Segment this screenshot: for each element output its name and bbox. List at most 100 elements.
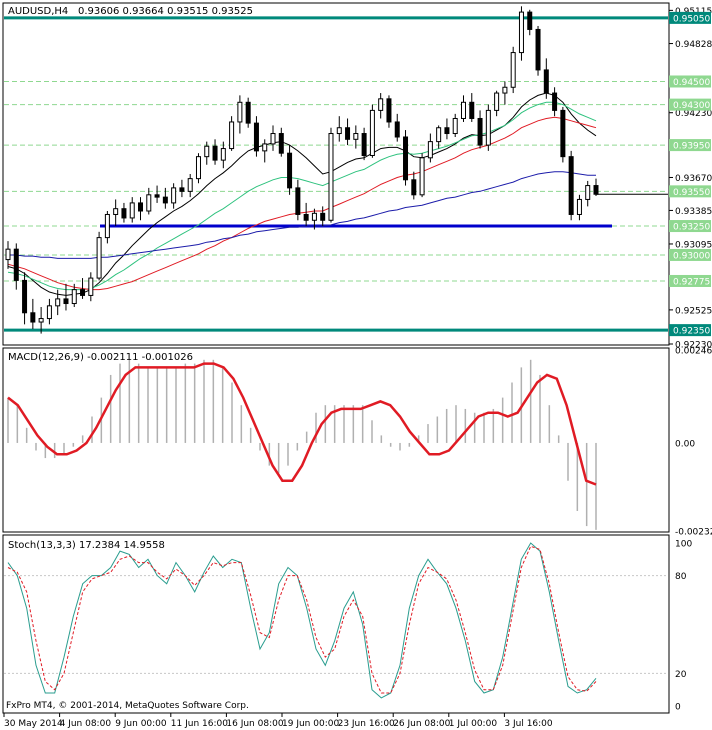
- price-tick-label: 0.93385: [675, 207, 712, 217]
- time-tick-label: 11 Jun 16:00: [171, 719, 228, 729]
- candle-body: [245, 101, 251, 124]
- candle-body: [535, 28, 541, 71]
- price-pane-frame: [2, 2, 670, 346]
- price-tick-label: 0.92230: [675, 341, 712, 351]
- candle-body: [278, 133, 284, 154]
- candle-body: [295, 187, 301, 215]
- candle-body: [345, 127, 351, 140]
- candle-body: [369, 109, 375, 156]
- price-level-tag: [669, 220, 711, 233]
- candle-body: [154, 194, 160, 198]
- candle-body: [311, 212, 317, 221]
- candle-body: [179, 187, 185, 192]
- price-level-label: 0.93550: [673, 188, 710, 198]
- price-level-tag: [669, 139, 711, 152]
- macd-tick-label: -0.002329: [675, 527, 712, 537]
- chart-header-ohlc: 0.93606 0.93664 0.93515 0.93525: [78, 6, 253, 17]
- stoch-pane: [4, 542, 668, 699]
- price-axis: 0.95115 0.94828 0.94230 0.93670 0.93385 0.930…: [669, 7, 712, 713]
- price-tick-label: 0.92525: [675, 306, 712, 316]
- candle-body: [46, 305, 52, 320]
- stoch-label: Stoch(13,3,3) 17.2384 14.9558: [8, 540, 165, 551]
- stoch-main-line: [7, 542, 597, 699]
- candle-body: [361, 133, 367, 156]
- candle-body: [328, 133, 334, 221]
- candle-body: [568, 156, 574, 215]
- time-tick-label: 26 Jun 08:00: [393, 719, 450, 729]
- candle-body: [262, 143, 268, 152]
- price-level-label: 0.94500: [673, 78, 710, 88]
- price-tick-label: 0.95115: [675, 7, 712, 17]
- price-level-label: 0.93250: [673, 223, 710, 233]
- macd-pane: [7, 359, 597, 530]
- candle-body: [113, 208, 119, 215]
- candle-body: [171, 187, 177, 204]
- candle-body: [543, 69, 549, 94]
- price-level-tag: [669, 11, 711, 24]
- candle-body: [552, 92, 558, 111]
- time-tick-label: 4 Jun 08:00: [60, 719, 112, 729]
- stoch-tick-label: 100: [675, 540, 692, 550]
- candle-body: [576, 198, 582, 215]
- candle-body: [287, 152, 293, 189]
- price-level-label: 0.94300: [673, 101, 710, 111]
- candle-body: [204, 145, 210, 158]
- candle-body: [436, 127, 442, 143]
- price-tick-label: 0.93670: [675, 174, 712, 184]
- price-tick-label: 0.93095: [675, 240, 712, 250]
- candle-body: [585, 185, 591, 200]
- candle-body: [5, 248, 11, 261]
- price-level-label: 0.93950: [673, 142, 710, 152]
- time-tick-label: 16 Jun 08:00: [226, 719, 283, 729]
- price-level-label: 0.92775: [673, 277, 710, 287]
- candle-body: [220, 148, 226, 161]
- price-tick-label: 0.94230: [675, 109, 712, 119]
- stoch-tick-label: 80: [675, 572, 687, 582]
- candle-body: [303, 213, 309, 221]
- candle-body: [518, 11, 524, 54]
- candle-body: [253, 122, 259, 152]
- candle-body: [96, 237, 102, 279]
- moving-average-line: [7, 116, 597, 291]
- candle-body: [80, 289, 86, 296]
- candle-body: [378, 98, 384, 111]
- candle-body: [212, 145, 218, 161]
- moving-average-line: [8, 171, 596, 259]
- candle-body: [229, 121, 235, 150]
- candle-body: [452, 117, 458, 135]
- candle-body: [427, 141, 433, 159]
- candle-body: [469, 101, 475, 119]
- candle-body: [477, 117, 483, 146]
- macd-signal-line: [7, 362, 597, 486]
- candle-body: [494, 92, 500, 111]
- candle-body: [560, 109, 566, 158]
- price-level-label: 0.93000: [673, 251, 710, 261]
- price-level-label: 0.95050: [673, 14, 710, 24]
- candle-body: [386, 98, 392, 123]
- candle-body: [394, 121, 400, 138]
- candle-body: [22, 279, 28, 314]
- price-level-tag: [669, 98, 711, 111]
- candle-body: [502, 86, 508, 94]
- candle-body: [593, 185, 599, 195]
- time-tick-label: 23 Jun 16:00: [338, 719, 395, 729]
- price-level-tag: [669, 75, 711, 88]
- candle-body: [146, 194, 152, 212]
- copyright-text: FxPro MT4, © 2001-2014, MetaQuotes Softw…: [6, 701, 249, 711]
- candle-body: [444, 127, 450, 135]
- candle-body: [485, 109, 491, 146]
- price-level-tag: [669, 185, 711, 198]
- candle-body: [138, 202, 144, 212]
- price-tick-label: 0.94828: [675, 40, 712, 50]
- candle-body: [510, 52, 516, 88]
- candle-body: [129, 202, 135, 219]
- candle-body: [320, 212, 326, 221]
- time-tick-label: 9 Jun 00:00: [115, 719, 167, 729]
- price-pane: [4, 6, 668, 334]
- chart-header-symbol: AUDUSD,H4: [8, 6, 68, 17]
- macd-pane-frame: [2, 347, 670, 533]
- stoch-tick-label: 20: [675, 670, 687, 680]
- candle-body: [419, 157, 425, 196]
- macd-tick-label: 0.00: [675, 439, 695, 449]
